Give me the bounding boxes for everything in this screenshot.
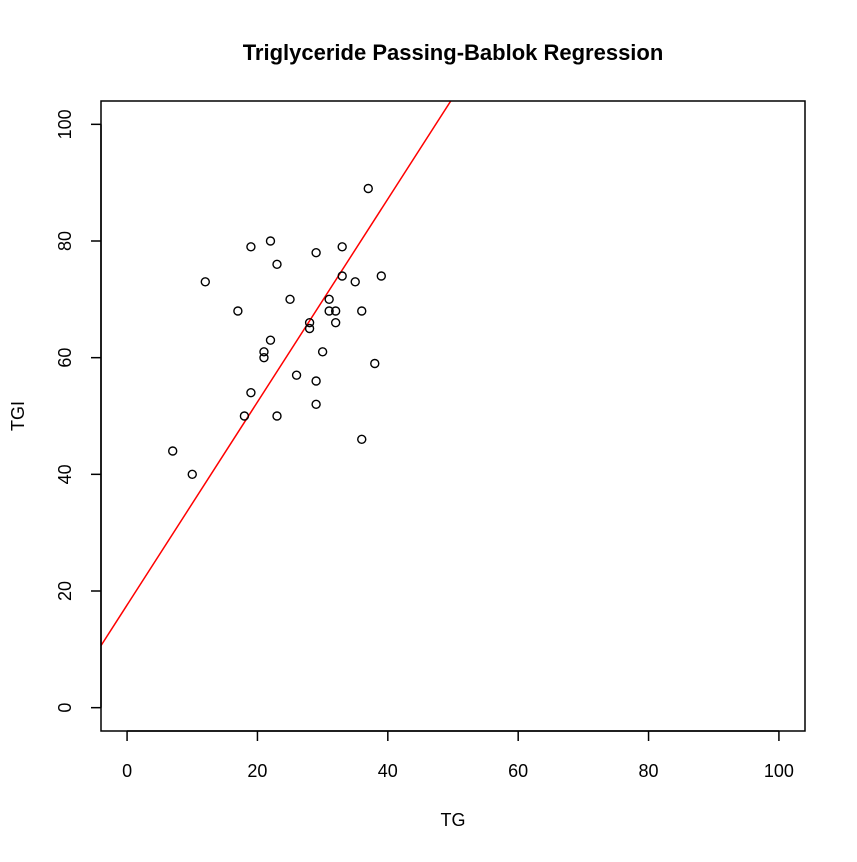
data-point [376, 271, 386, 281]
data-point [233, 306, 243, 316]
data-point [311, 376, 321, 386]
data-point [265, 236, 276, 246]
plot-frame [100, 100, 806, 732]
data-point [357, 434, 367, 445]
x-axis-label: TG [441, 810, 466, 830]
data-point [291, 370, 302, 380]
data-point [265, 335, 276, 345]
y-tick-label: 20 [55, 581, 75, 601]
data-point [304, 317, 315, 328]
data-point [311, 399, 321, 410]
data-point [272, 411, 282, 421]
data-point [272, 259, 282, 270]
data-point [337, 242, 347, 252]
regression-layer [101, 101, 452, 647]
y-tick-label: 80 [55, 231, 75, 251]
x-tick-label: 100 [764, 761, 794, 781]
data-point [363, 183, 373, 194]
data-point [285, 294, 295, 305]
data-point [246, 387, 256, 398]
data-point [337, 271, 347, 281]
x-tick-label: 20 [247, 761, 267, 781]
data-point [357, 306, 367, 316]
y-tick-label: 100 [55, 109, 75, 139]
data-point [324, 294, 334, 305]
x-tick-label: 0 [122, 761, 132, 781]
y-tick-label: 0 [55, 703, 75, 713]
data-point [324, 306, 334, 316]
regression-line [101, 101, 452, 647]
data-point [259, 352, 269, 363]
data-point [304, 323, 315, 334]
data-point [168, 446, 178, 456]
x-tick-label: 60 [508, 761, 528, 781]
data-point [370, 358, 380, 369]
y-tick-label: 60 [55, 348, 75, 368]
points-layer [168, 183, 386, 480]
data-point [187, 469, 197, 480]
x-axis: 0 20 40 60 80 100 [122, 730, 794, 781]
data-point [259, 347, 269, 357]
y-tick-label: 40 [55, 464, 75, 484]
data-point [350, 277, 360, 287]
data-point [246, 242, 256, 252]
data-point [330, 306, 341, 316]
data-point [200, 277, 210, 287]
y-axis: 0 20 40 60 80 100 [55, 109, 102, 713]
data-point [330, 317, 341, 328]
chart-title: Triglyceride Passing-Bablok Regression [243, 40, 664, 65]
x-tick-label: 40 [378, 761, 398, 781]
data-point [317, 347, 328, 357]
y-axis-label: TGI [8, 401, 28, 431]
x-tick-label: 80 [639, 761, 659, 781]
data-point [311, 247, 321, 258]
data-point [239, 411, 250, 421]
